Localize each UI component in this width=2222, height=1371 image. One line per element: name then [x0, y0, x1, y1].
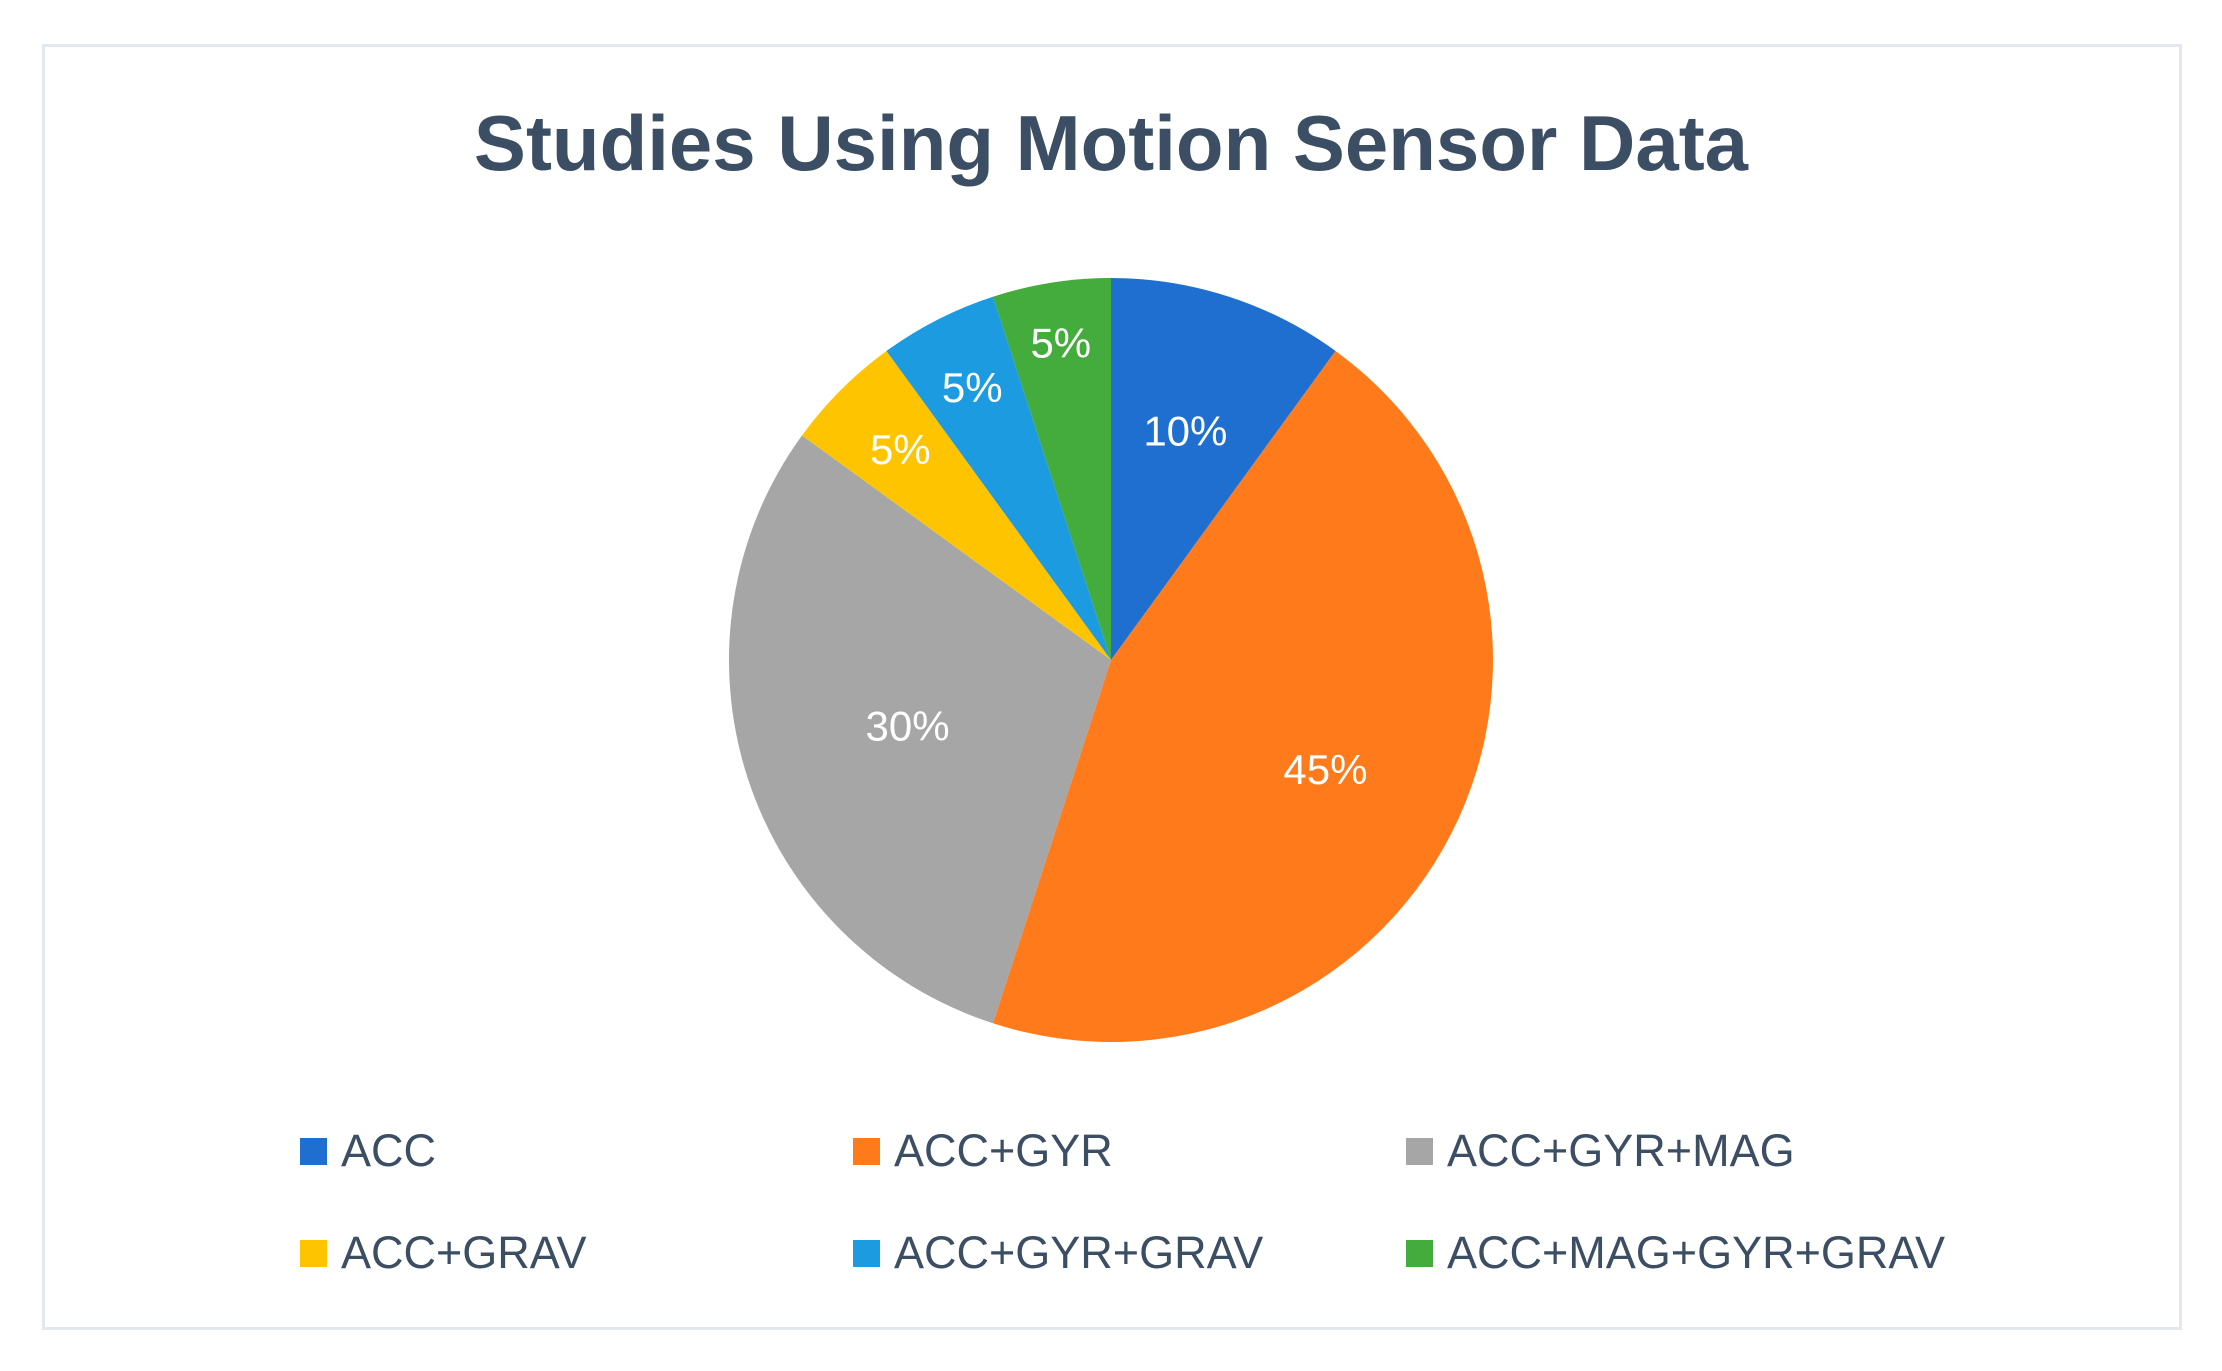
legend-label: ACC+GYR+MAG	[1447, 1125, 1795, 1176]
data-label-acc-gyr: 45%	[1283, 746, 1367, 793]
legend-swatch	[853, 1137, 880, 1165]
legend-swatch	[1406, 1137, 1433, 1165]
legend-item-acc: ACC	[300, 1125, 853, 1177]
data-label-acc-gyr-grav: 5%	[942, 364, 1003, 411]
legend-label: ACC+MAG+GYR+GRAV	[1447, 1227, 1946, 1278]
legend-label: ACC+GRAV	[341, 1227, 587, 1278]
data-label-acc-mag-gyr-grav: 5%	[1030, 320, 1091, 367]
data-label-acc: 10%	[1143, 408, 1227, 455]
legend-item-acc-gyr-grav: ACC+GYR+GRAV	[853, 1227, 1406, 1279]
pie-slice-acc-grav	[801, 350, 1111, 660]
legend-label: ACC+GYR	[894, 1125, 1113, 1176]
legend-swatch	[300, 1137, 327, 1165]
pie-slice-acc-mag-gyr-grav	[992, 278, 1111, 660]
legend-swatch	[853, 1239, 880, 1267]
legend-swatch	[1406, 1239, 1433, 1267]
legend-item-acc-grav: ACC+GRAV	[300, 1227, 853, 1279]
pie-slice-acc	[1111, 278, 1336, 660]
legend-item-acc-gyr: ACC+GYR	[853, 1125, 1406, 1177]
pie-slice-acc-gyr-mag	[728, 435, 1111, 1024]
data-label-acc-gyr-mag: 30%	[866, 703, 950, 750]
data-label-acc-grav: 5%	[870, 426, 931, 473]
legend: ACC ACC+GYR ACC+GYR+MAG ACC+GRAV ACC+GYR+GRA…	[300, 1125, 2000, 1279]
pie-slice-acc-gyr-grav	[886, 296, 1111, 660]
legend-label: ACC	[341, 1125, 437, 1176]
legend-item-acc-mag-gyr-grav: ACC+MAG+GYR+GRAV	[1406, 1227, 2000, 1279]
legend-swatch	[300, 1239, 327, 1267]
legend-label: ACC+GYR+GRAV	[894, 1227, 1264, 1278]
chart-title: Studies Using Motion Sensor Data	[473, 99, 1749, 187]
pie-slice-acc-gyr	[992, 350, 1493, 1043]
legend-item-acc-gyr-mag: ACC+GYR+MAG	[1406, 1125, 2000, 1177]
